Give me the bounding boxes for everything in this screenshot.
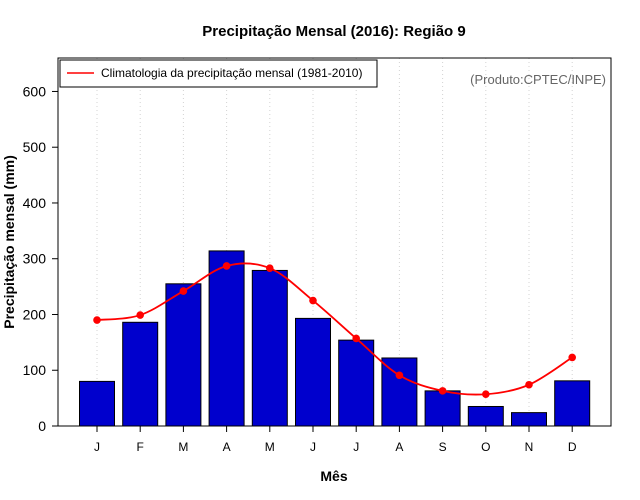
- x-tick-label: A: [223, 440, 231, 454]
- y-axis-label: Precipitação mensal (mm): [1, 155, 17, 329]
- climatology-point: [93, 316, 101, 324]
- y-tick-label: 200: [23, 306, 47, 322]
- x-tick-label: J: [310, 440, 316, 454]
- climatology-point: [222, 262, 231, 270]
- x-tick-label: A: [395, 440, 403, 454]
- y-tick-label: 300: [23, 251, 47, 267]
- climatology-point: [568, 353, 576, 362]
- climatology-point: [352, 334, 361, 343]
- y-tick-label: 100: [23, 362, 47, 378]
- bar: [295, 317, 331, 427]
- bar: [122, 321, 159, 427]
- plot-frame: [57, 57, 612, 427]
- climatology-point: [266, 264, 274, 273]
- legend-box: [59, 59, 378, 88]
- bar: [165, 283, 202, 427]
- bar: [338, 339, 375, 427]
- y-tick-label: 400: [23, 195, 47, 211]
- x-tick-label: N: [525, 440, 534, 454]
- climatology-point: [179, 287, 188, 295]
- bar: [424, 390, 461, 427]
- climatology-point: [395, 371, 404, 380]
- legend-label: Climatologia da precipitação mensal (198…: [101, 66, 362, 80]
- x-tick-label: D: [568, 440, 577, 454]
- legend: Climatologia da precipitação mensal (198…: [59, 59, 378, 88]
- product-credit: (Produto:CPTEC/INPE): [470, 72, 606, 87]
- x-tick-label: M: [265, 440, 275, 454]
- bar: [554, 380, 591, 427]
- x-axis-label: Mês: [320, 468, 347, 484]
- bar: [251, 269, 288, 427]
- x-tick-label: S: [439, 440, 447, 454]
- chart-title: Precipitação Mensal (2016): Região 9: [202, 23, 465, 40]
- y-tick-label: 500: [23, 139, 47, 155]
- y-tick-label: 0: [38, 418, 46, 434]
- bar: [208, 250, 245, 427]
- x-tick-label: J: [353, 440, 359, 454]
- climatology-point: [525, 380, 533, 389]
- x-tick-label: M: [178, 440, 188, 454]
- climatology-line: [93, 262, 576, 399]
- y-tick-label: 600: [23, 83, 47, 99]
- bar: [381, 357, 418, 427]
- grid-lines: [96, 58, 573, 426]
- bar: [511, 412, 547, 427]
- y-axis: 0 100 200 300 400 500 600: [23, 83, 58, 434]
- climatology-point: [309, 296, 317, 305]
- x-tick-label: J: [94, 440, 100, 454]
- x-tick-label: F: [137, 440, 144, 454]
- climatology-point: [482, 390, 490, 399]
- climatology-point: [438, 387, 447, 395]
- bar: [79, 380, 115, 427]
- x-tick-label: O: [481, 440, 490, 454]
- bar: [467, 405, 504, 427]
- bars: [79, 250, 591, 427]
- climatology-point: [136, 311, 144, 319]
